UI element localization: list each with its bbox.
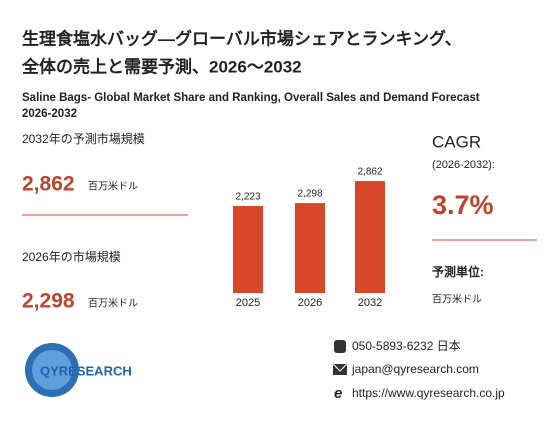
cagr-value: 3.7%: [432, 190, 494, 220]
x-tick-label: 2032: [358, 297, 382, 309]
unit-value: 百万米ドル: [432, 293, 482, 306]
web: https://www.qyresearch.co.jp: [352, 386, 505, 400]
value-label: 2,298: [297, 189, 322, 200]
bar: [295, 203, 325, 293]
big-value: 2,862: [22, 173, 75, 196]
logo-globe: [32, 350, 72, 390]
email: japan@qyresearch.com: [351, 362, 479, 376]
value-label: 2,862: [357, 167, 382, 178]
cagr-label: CAGR: [432, 132, 481, 151]
logo-text: QYRESEARCH: [40, 363, 132, 378]
bar: [233, 206, 263, 293]
web-icon: e: [334, 385, 342, 402]
svg-text:e: e: [334, 385, 342, 402]
title: 全体の売上と需要予測、2026～2032: [21, 56, 302, 76]
x-tick-label: 2026: [298, 297, 322, 309]
cagr-period: (2026-2032):: [432, 159, 495, 171]
value-label: 2,223: [235, 192, 260, 203]
subtitle: 2026-2032: [22, 108, 77, 120]
x-tick-label: 2025: [236, 297, 260, 309]
big-value: 2,298: [22, 290, 75, 313]
subtitle: Saline Bags- Global Market Share and Ran…: [22, 92, 480, 104]
unit: 百万米ドル: [88, 297, 138, 310]
label: 2032年の予測市場規模: [22, 131, 145, 146]
logo: QYRESEARCH: [25, 343, 132, 397]
bar: [355, 181, 385, 293]
unit-label: 予測単位:: [432, 264, 484, 279]
unit: 百万米ドル: [88, 180, 138, 193]
phone: 050-5893-6232 日本: [352, 339, 461, 353]
label: 2026年の市場規模: [22, 249, 121, 264]
mail-icon: [332, 363, 348, 375]
phone-icon: [334, 340, 346, 353]
title: 生理食塩水バッグ—グローバル市場シェアとランキング、: [22, 28, 462, 48]
